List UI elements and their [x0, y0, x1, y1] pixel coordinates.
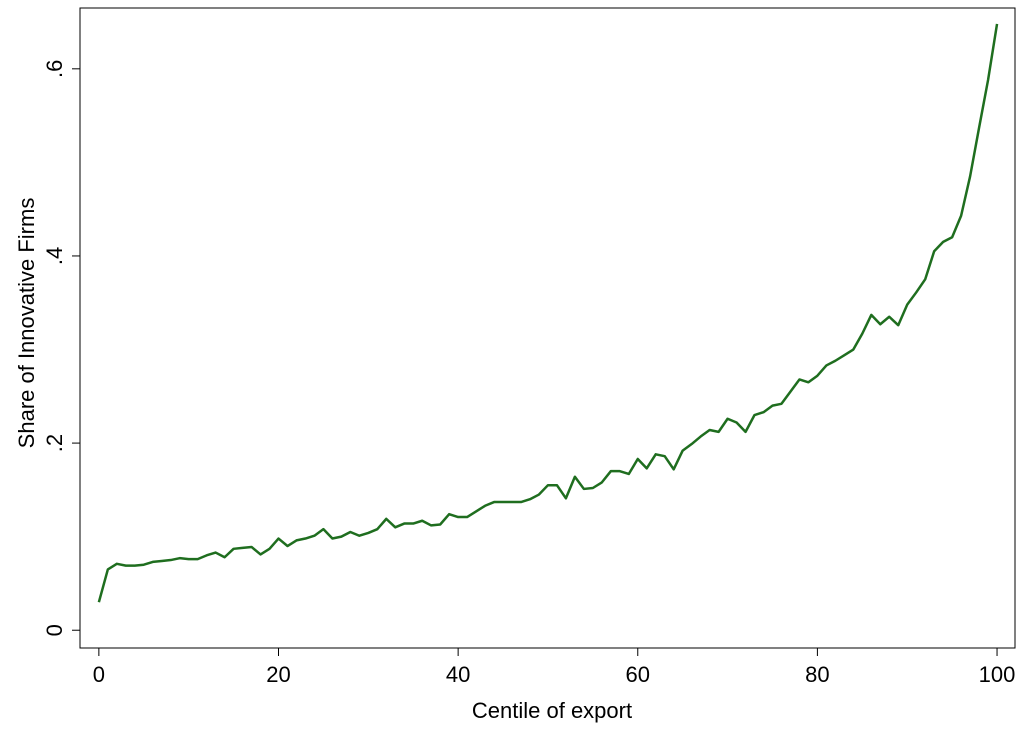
- x-tick-label: 100: [979, 662, 1016, 687]
- x-tick-label: 80: [805, 662, 829, 687]
- y-tick-label: .2: [42, 434, 67, 452]
- y-tick-label: 0: [42, 624, 67, 636]
- x-tick-label: 40: [446, 662, 470, 687]
- x-axis-title: Centile of export: [472, 698, 632, 723]
- data-line: [97, 23, 999, 603]
- x-tick-label: 20: [266, 662, 290, 687]
- y-tick-label: .6: [42, 60, 67, 78]
- y-tick-label: .4: [42, 247, 67, 265]
- x-tick-label: 60: [626, 662, 650, 687]
- y-axis-title: Share of Innovative Firms: [14, 198, 39, 449]
- x-tick-label: 0: [93, 662, 105, 687]
- plot-frame: [79, 7, 1016, 649]
